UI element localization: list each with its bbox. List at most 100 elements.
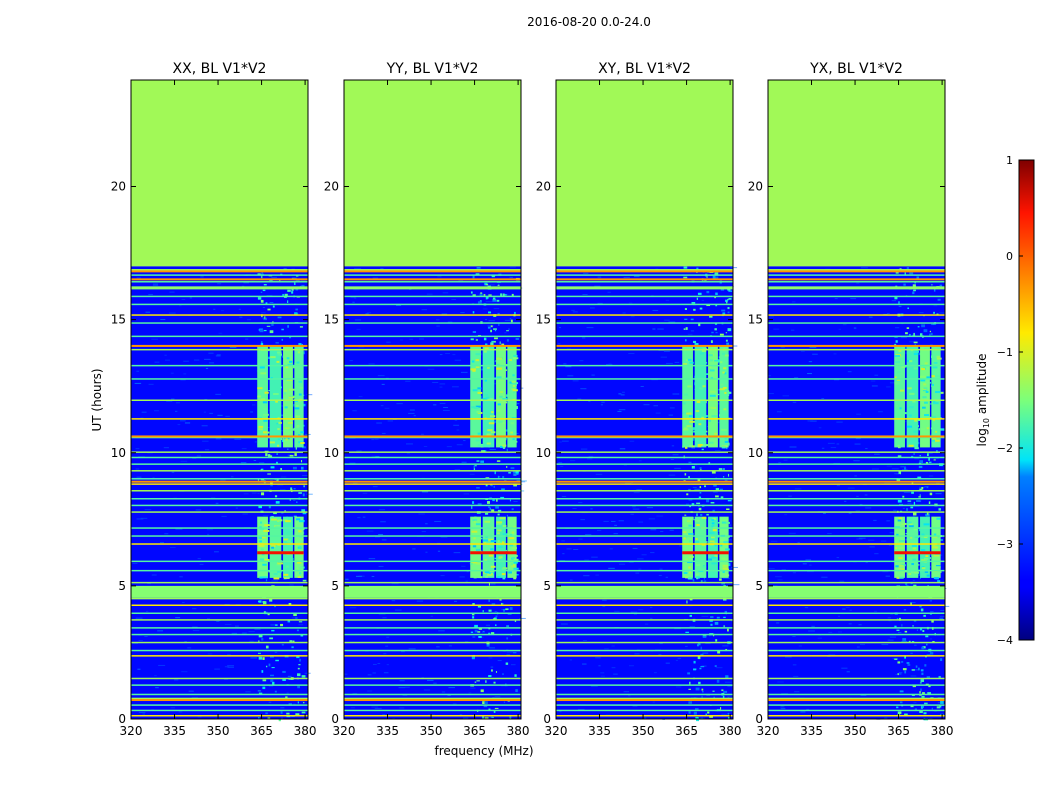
y-tick-label: 20 [748, 180, 763, 194]
x-tick-label: 365 [250, 724, 273, 738]
bright-channel-block [257, 346, 268, 448]
colorbar-tick-label: −3 [997, 538, 1013, 551]
bright-channel-block [294, 346, 304, 448]
bright-channel-block [719, 516, 729, 578]
panel-title: YX, BL V1*V2 [809, 61, 903, 77]
x-tick-label: 350 [632, 724, 655, 738]
rfi-wide-band [556, 585, 733, 598]
panel-frame [343, 79, 522, 720]
bright-channel-block [906, 346, 919, 448]
x-tick-label: 320 [545, 724, 568, 738]
x-tick-label: 365 [887, 724, 910, 738]
rfi-lines [556, 269, 733, 717]
colorbar: 1 0 −1 −2 −3 −4 log10 amplitude [975, 154, 1035, 647]
y-axis-label: UT (hours) [90, 368, 104, 431]
panel-title: XX, BL V1*V2 [173, 61, 267, 77]
rfi-wide-band [131, 585, 308, 598]
colorbar-tick-label: 1 [1006, 154, 1013, 167]
x-tick-label: 350 [207, 724, 230, 738]
rfi-wide-band [344, 585, 521, 598]
x-tick-label: 320 [333, 724, 356, 738]
y-tick-label: 15 [748, 313, 763, 327]
strong-rfi-line [257, 551, 304, 555]
y-tick-label: 15 [536, 313, 551, 327]
bright-channel-block [682, 346, 693, 448]
noise-background [556, 266, 733, 719]
y-tick-label: 10 [324, 446, 339, 460]
no-data-region [556, 80, 733, 267]
x-tick-label: 380 [294, 724, 317, 738]
panel-2: YY, BL V1*V2 320 335 350 365 380 0 5 10 15 20 [324, 61, 530, 738]
strong-rfi-line [894, 551, 941, 555]
x-tick-label: 335 [800, 724, 823, 738]
bright-channel-block [507, 346, 517, 448]
y-tick-label: 5 [755, 579, 763, 593]
figure-title: 2016-08-20 0.0-24.0 [527, 15, 651, 29]
bright-channel-block [906, 516, 919, 578]
bright-channel-block [708, 346, 718, 448]
y-tick-label: 15 [111, 313, 126, 327]
y-tick-label: 10 [748, 446, 763, 460]
x-tick-label: 320 [757, 724, 780, 738]
strong-rfi-line [682, 551, 729, 555]
bright-channel-block [708, 516, 718, 578]
bright-channel-block [682, 516, 693, 578]
y-tick-label: 5 [543, 579, 551, 593]
rfi-lines [131, 269, 308, 717]
panel-title: XY, BL V1*V2 [598, 61, 691, 77]
panel-3: XY, BL V1*V2 320 335 350 365 380 0 5 10 15 20 [536, 61, 742, 738]
x-axis-label: frequency (MHz) [434, 744, 533, 758]
bright-channel-block [894, 346, 905, 448]
y-tick-label: 0 [543, 712, 551, 726]
strong-rfi-line [470, 551, 517, 555]
y-tick-label: 20 [536, 180, 551, 194]
bright-channel-block [507, 516, 517, 578]
bright-channel-block [283, 516, 293, 578]
bright-channel-block [269, 516, 282, 578]
x-tick-label: 335 [163, 724, 186, 738]
y-tick-label: 20 [324, 180, 339, 194]
x-tick-label: 320 [120, 724, 143, 738]
bright-channel-block [931, 346, 941, 448]
x-tick-label: 380 [931, 724, 954, 738]
noise-background [131, 266, 308, 719]
y-tick-label: 5 [118, 579, 126, 593]
colorbar-tick-label: 0 [1006, 250, 1013, 263]
rfi-wide-band [768, 585, 945, 598]
panel-frame [767, 79, 946, 720]
y-tick-label: 5 [331, 579, 339, 593]
x-tick-label: 380 [719, 724, 742, 738]
y-tick-label: 0 [118, 712, 126, 726]
no-data-region [344, 80, 521, 267]
bright-channel-block [694, 516, 707, 578]
colorbar-tick-label: −2 [997, 442, 1013, 455]
bright-channel-block [920, 516, 930, 578]
bright-channel-block [470, 346, 481, 448]
bright-channel-block [269, 346, 282, 448]
bright-channel-block [257, 516, 268, 578]
colorbar-gradient [1018, 159, 1035, 641]
x-tick-label: 365 [675, 724, 698, 738]
colorbar-label: log10 amplitude [975, 354, 991, 447]
no-data-region [768, 80, 945, 267]
panel-4: YX, BL V1*V2 320 335 350 365 380 0 5 10 15 20 [748, 61, 954, 738]
y-tick-label: 20 [111, 180, 126, 194]
panel-frame [555, 79, 734, 720]
x-tick-label: 350 [420, 724, 443, 738]
colorbar-tick-label: −1 [997, 346, 1013, 359]
rfi-lines [344, 269, 521, 717]
rfi-lines [768, 269, 945, 717]
panel-1: XX, BL V1*V2 320 335 350 365 380 0 5 10 15 20 [111, 61, 317, 738]
x-tick-label: 335 [588, 724, 611, 738]
bright-channel-block [694, 346, 707, 448]
y-tick-label: 0 [755, 712, 763, 726]
bright-channel-block [283, 346, 293, 448]
x-tick-label: 335 [376, 724, 399, 738]
bright-channel-block [482, 516, 495, 578]
y-tick-label: 10 [536, 446, 551, 460]
panel-frame [130, 79, 309, 720]
y-tick-label: 0 [331, 712, 339, 726]
x-tick-label: 380 [507, 724, 530, 738]
x-tick-label: 365 [463, 724, 486, 738]
